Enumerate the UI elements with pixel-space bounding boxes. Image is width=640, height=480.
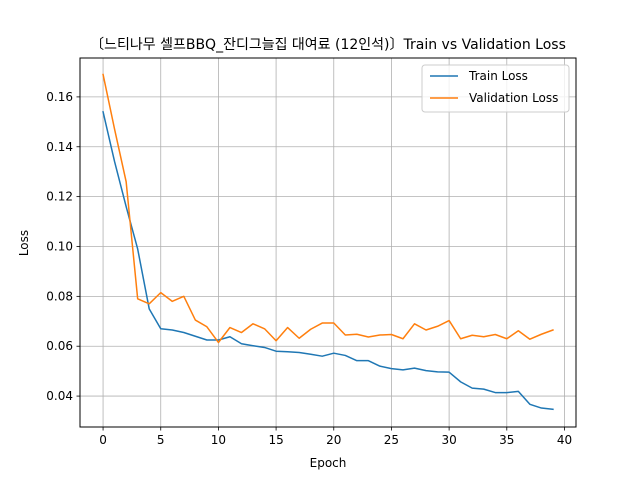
y-tick-label: 0.12 <box>46 190 73 204</box>
y-tick-label: 0.10 <box>46 239 73 253</box>
x-tick-label: 40 <box>557 433 572 447</box>
plot-frame <box>79 57 577 428</box>
series-lines <box>102 73 554 411</box>
y-tick-label: 0.08 <box>46 289 73 303</box>
y-tick-label: 0.04 <box>46 389 73 403</box>
x-tick-label: 20 <box>326 433 341 447</box>
series-line-train-loss <box>102 110 554 411</box>
y-tick-label: 0.14 <box>46 140 73 154</box>
grid <box>80 58 576 427</box>
x-tick-label: 10 <box>211 433 226 447</box>
series-line-validation-loss <box>102 73 554 344</box>
y-axis-label: Loss <box>17 230 31 256</box>
x-tick-label: 5 <box>157 433 165 447</box>
x-tick-label: 25 <box>384 433 399 447</box>
chart-title: 〔느티나무 셀프BBQ_잔디그늘집 대여료 (12인석)〕Train vs Va… <box>90 37 566 53</box>
ticks: 0 5 10 15 20 25 30 35 40 0.04 0.06 0.08 0.10 0.12 0.14… <box>46 90 572 447</box>
y-tick-label: 0.16 <box>46 90 73 104</box>
y-tick-label: 0.06 <box>46 339 73 353</box>
x-axis-label: Epoch <box>310 456 347 470</box>
legend: Train Loss Validation Loss <box>421 64 570 113</box>
x-tick-label: 30 <box>441 433 456 447</box>
legend-box <box>421 64 570 113</box>
x-tick-label: 35 <box>499 433 514 447</box>
legend-label-validation-loss: Validation Loss <box>469 91 558 105</box>
x-tick-label: 15 <box>268 433 283 447</box>
x-tick-label: 0 <box>99 433 107 447</box>
legend-label-train-loss: Train Loss <box>468 69 528 83</box>
